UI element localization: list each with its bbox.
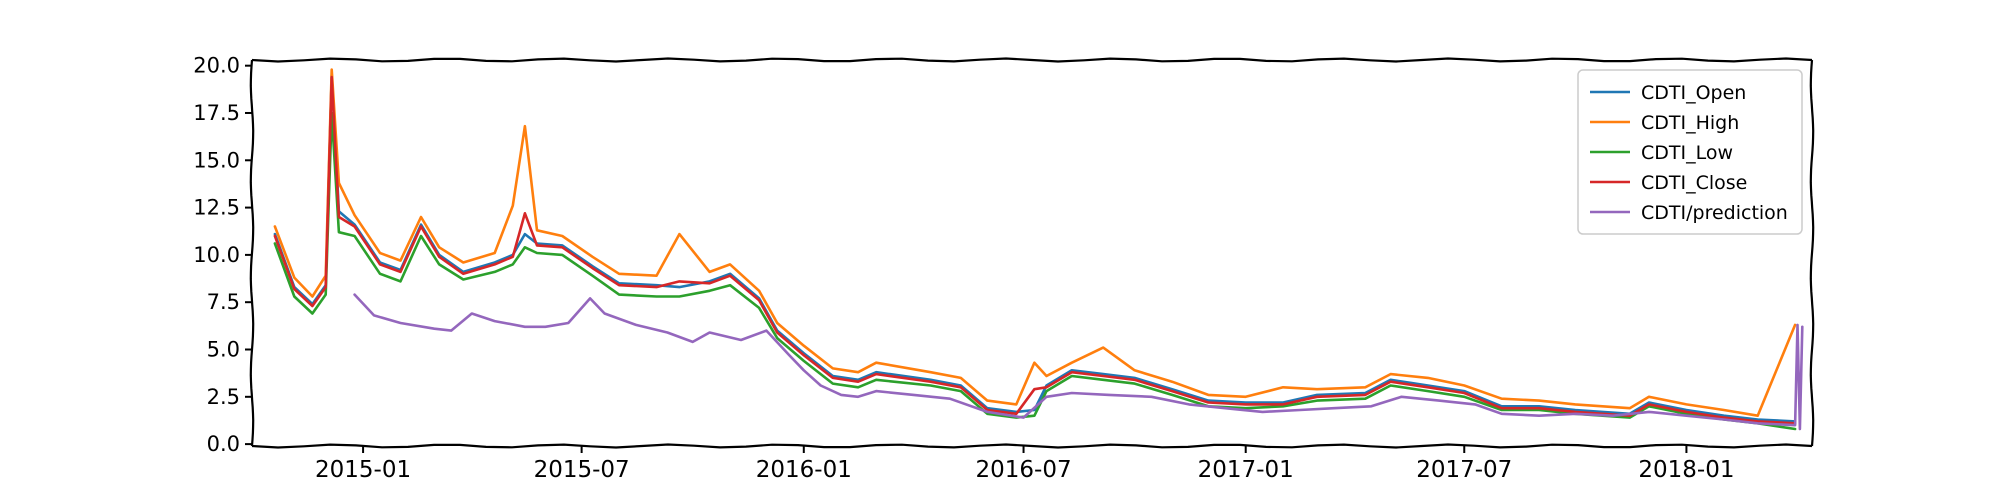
legend-label: CDTI_Open xyxy=(1641,82,1746,104)
y-tick-label: 7.5 xyxy=(207,290,240,314)
x-tick-label: 2018-01 xyxy=(1638,457,1734,483)
y-tick-label: 15.0 xyxy=(193,148,240,172)
x-tick-label: 2016-01 xyxy=(756,457,852,483)
y-tick-label: 17.5 xyxy=(193,101,240,125)
legend: CDTI_Open CDTI_High CDTI_Low CDTI_Close CDTI… xyxy=(1577,69,1803,235)
legend-label: CDTI_Low xyxy=(1641,142,1733,164)
axes-layer: 0.0 2.5 5.0 7.5 10.0 12.5 15.0 17.5 20.0 2015-01 2… xyxy=(193,54,1815,483)
series-line-2 xyxy=(273,68,1797,417)
x-tick-label: 2015-07 xyxy=(534,457,630,483)
series-line-3 xyxy=(273,111,1797,431)
y-tick-label: 20.0 xyxy=(193,54,240,78)
y-tick-label: 12.5 xyxy=(193,196,240,220)
axis-right-spine xyxy=(1809,59,1815,447)
series-layer xyxy=(273,68,1804,431)
legend-box xyxy=(1577,69,1803,235)
x-tick-label: 2015-01 xyxy=(315,457,411,483)
y-tick-label: 5.0 xyxy=(207,338,240,362)
y-tick-label: 10.0 xyxy=(193,243,240,267)
x-tick-label: 2017-01 xyxy=(1198,457,1294,483)
series-line-4 xyxy=(273,75,1797,425)
axis-left-spine xyxy=(249,59,255,447)
legend-label: CDTI_High xyxy=(1641,112,1739,134)
x-tick-label: 2017-07 xyxy=(1416,457,1512,483)
x-tick-label: 2016-07 xyxy=(975,457,1071,483)
axis-bottom-spine xyxy=(251,443,1813,449)
legend-label: CDTI/prediction xyxy=(1641,202,1788,224)
y-tick-label: 0.0 xyxy=(207,432,240,456)
series-line-5 xyxy=(353,293,1804,431)
y-tick-label: 2.5 xyxy=(207,385,240,409)
legend-label: CDTI_Close xyxy=(1641,172,1747,194)
axis-top-spine xyxy=(251,57,1813,63)
